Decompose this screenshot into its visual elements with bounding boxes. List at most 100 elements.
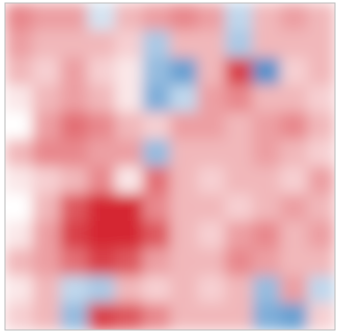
- heatmap-cell: [32, 139, 61, 167]
- heatmap-cell: [280, 221, 308, 249]
- heatmap-cell: [5, 302, 33, 330]
- heatmap-cell: [280, 275, 308, 304]
- heatmap-cell: [170, 139, 198, 167]
- heatmap-cell: [280, 3, 308, 31]
- heatmap-cell: [252, 302, 281, 330]
- heatmap-cell: [142, 221, 171, 249]
- heatmap-cell: [170, 30, 198, 58]
- heatmap-cell: [115, 57, 143, 86]
- heatmap-cell: [32, 248, 61, 276]
- heatmap-cell: [225, 57, 253, 86]
- heatmap-cell: [307, 57, 335, 86]
- heatmap-cell: [32, 112, 61, 140]
- heatmap-cell: [32, 193, 61, 222]
- heatmap-cell: [60, 3, 88, 31]
- heatmap-cell: [307, 3, 335, 31]
- heatmap-cell: [225, 30, 253, 58]
- heatmap-cell: [142, 248, 171, 276]
- heatmap-cell: [60, 193, 88, 222]
- heatmap-cell: [307, 139, 335, 167]
- heatmap-cell: [5, 57, 33, 86]
- frame: [4, 2, 336, 331]
- heatmap-cell: [280, 193, 308, 222]
- heatmap-cell: [115, 30, 143, 58]
- heatmap-cell: [307, 302, 335, 330]
- heatmap-cell: [60, 275, 88, 304]
- heatmap-cell: [170, 302, 198, 330]
- heatmap-cell: [170, 84, 198, 113]
- heatmap-cell: [280, 112, 308, 140]
- heatmap-cell: [170, 221, 198, 249]
- heatmap-cell: [170, 57, 198, 86]
- heatmap-cell: [197, 3, 226, 31]
- heatmap-cell: [5, 112, 33, 140]
- heatmap-cell: [225, 248, 253, 276]
- heatmap-cell: [197, 221, 226, 249]
- heatmap-cell: [5, 139, 33, 167]
- heatmap-cell: [87, 57, 116, 86]
- heatmap-cell: [307, 193, 335, 222]
- heatmap-cell: [142, 275, 171, 304]
- heatmap-cell: [115, 112, 143, 140]
- heatmap-cell: [115, 166, 143, 195]
- heatmap-cell: [170, 3, 198, 31]
- heatmap-cell: [197, 57, 226, 86]
- heatmap-cell: [60, 139, 88, 167]
- heatmap-cell: [170, 275, 198, 304]
- heatmap-cell: [60, 57, 88, 86]
- heatmap-cell: [32, 3, 61, 31]
- heatmap-cell: [252, 221, 281, 249]
- heatmap-cell: [170, 193, 198, 222]
- heatmap-cell: [87, 221, 116, 249]
- heatmap-cell: [87, 275, 116, 304]
- heatmap-cell: [142, 139, 171, 167]
- heatmap-cell: [60, 302, 88, 330]
- heatmap-cell: [87, 248, 116, 276]
- heatmap-cell: [225, 3, 253, 31]
- heatmap-cell: [307, 275, 335, 304]
- heatmap-cell: [225, 193, 253, 222]
- heatmap-cell: [280, 302, 308, 330]
- heatmap-cell: [32, 57, 61, 86]
- heatmap-cell: [142, 84, 171, 113]
- heatmap-cell: [60, 84, 88, 113]
- heatmap-cell: [280, 139, 308, 167]
- heatmap-cell: [197, 112, 226, 140]
- heatmap-cell: [252, 30, 281, 58]
- heatmap-cell: [87, 166, 116, 195]
- heatmap-cell: [60, 221, 88, 249]
- heatmap-cell: [115, 302, 143, 330]
- heatmap-cell: [5, 275, 33, 304]
- heatmap-cell: [32, 275, 61, 304]
- heatmap-cell: [197, 275, 226, 304]
- heatmap-cell: [142, 30, 171, 58]
- heatmap-cell: [252, 248, 281, 276]
- heatmap-cell: [170, 112, 198, 140]
- heatmap-cell: [252, 112, 281, 140]
- heatmap-cell: [5, 193, 33, 222]
- heatmap-cell: [170, 248, 198, 276]
- heatmap-cell: [142, 57, 171, 86]
- heatmap-cell: [307, 84, 335, 113]
- heatmap-cell: [87, 84, 116, 113]
- heatmap-cell: [197, 30, 226, 58]
- heatmap-cell: [32, 166, 61, 195]
- heatmap-cell: [252, 139, 281, 167]
- heatmap-cell: [87, 3, 116, 31]
- heatmap-cell: [32, 221, 61, 249]
- heatmap-cell: [225, 166, 253, 195]
- heatmap-cell: [307, 166, 335, 195]
- heatmap-cell: [225, 139, 253, 167]
- heatmap-cell: [5, 84, 33, 113]
- heatmap-cell: [252, 57, 281, 86]
- heatmap-cell: [197, 193, 226, 222]
- heatmap-cell: [87, 302, 116, 330]
- heatmap-cell: [225, 275, 253, 304]
- heatmap-cell: [170, 166, 198, 195]
- heatmap-cell: [307, 30, 335, 58]
- heatmap-cell: [5, 166, 33, 195]
- heatmap-cell: [197, 302, 226, 330]
- heatmap-cell: [197, 248, 226, 276]
- heatmap-cell: [115, 193, 143, 222]
